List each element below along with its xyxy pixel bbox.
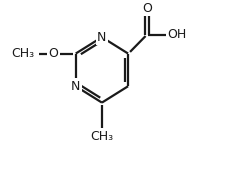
Text: CH₃: CH₃ — [90, 130, 113, 143]
Text: CH₃: CH₃ — [12, 47, 35, 60]
Text: O: O — [141, 2, 151, 15]
Text: N: N — [97, 31, 106, 44]
Text: O: O — [49, 47, 58, 60]
Text: OH: OH — [167, 28, 186, 41]
Text: N: N — [71, 80, 80, 93]
